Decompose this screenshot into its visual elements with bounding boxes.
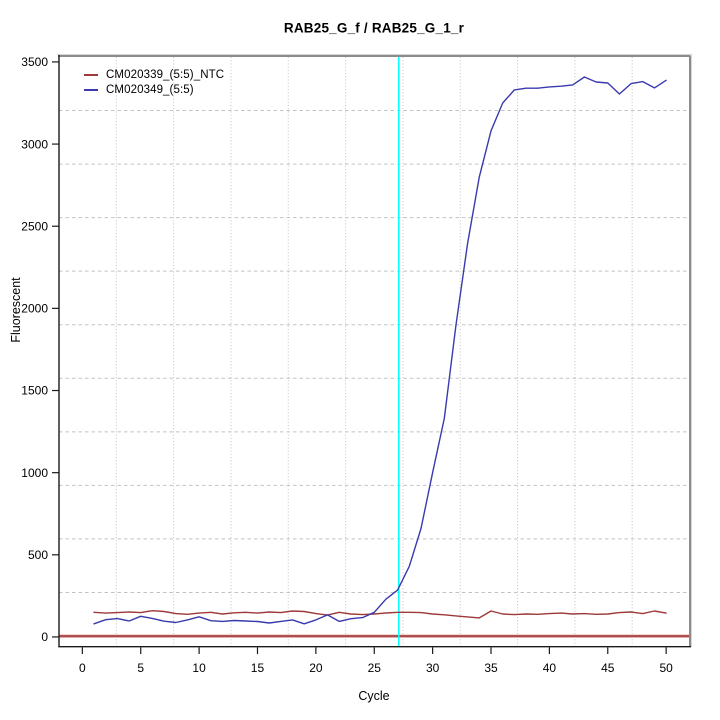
y-tick-label: 2500 — [21, 219, 48, 233]
legend-label-ntc: CM020339_(5:5)_NTC — [106, 68, 225, 81]
legend-item-sample: CM020349_(5:5) — [84, 82, 224, 97]
y-tick-label: 500 — [28, 548, 48, 562]
y-tick-label: 3500 — [21, 55, 48, 69]
x-tick-label: 50 — [659, 661, 673, 675]
x-tick-label: 45 — [601, 661, 615, 675]
x-tick-label: 20 — [309, 661, 323, 675]
legend-label-sample: CM020349_(5:5) — [106, 83, 194, 96]
y-tick-label: 1500 — [21, 384, 48, 398]
chart-title: RAB25_G_f / RAB25_G_1_r — [283, 20, 465, 36]
x-tick-label: 0 — [79, 661, 86, 675]
y-tick-label: 0 — [41, 630, 48, 644]
legend-line-swatch-red — [84, 73, 98, 76]
legend: CM020339_(5:5)_NTC CM020349_(5:5) — [84, 67, 224, 97]
legend-line-swatch-blue — [84, 88, 98, 91]
y-tick-label: 1000 — [21, 466, 48, 480]
series-line-0 — [93, 610, 667, 619]
y-tick-label: 2000 — [21, 302, 48, 316]
x-tick-label: 30 — [426, 661, 440, 675]
x-tick-label: 5 — [137, 661, 144, 675]
x-tick-label: 15 — [251, 661, 265, 675]
y-tick-label: 3000 — [21, 137, 48, 151]
x-axis-title: Cycle — [358, 689, 390, 703]
x-tick-label: 40 — [543, 661, 557, 675]
legend-item-ntc: CM020339_(5:5)_NTC — [84, 67, 224, 82]
series-line-1 — [93, 76, 667, 625]
x-tick-label: 35 — [484, 661, 498, 675]
x-tick-label: 10 — [192, 661, 206, 675]
x-tick-label: 25 — [368, 661, 382, 675]
